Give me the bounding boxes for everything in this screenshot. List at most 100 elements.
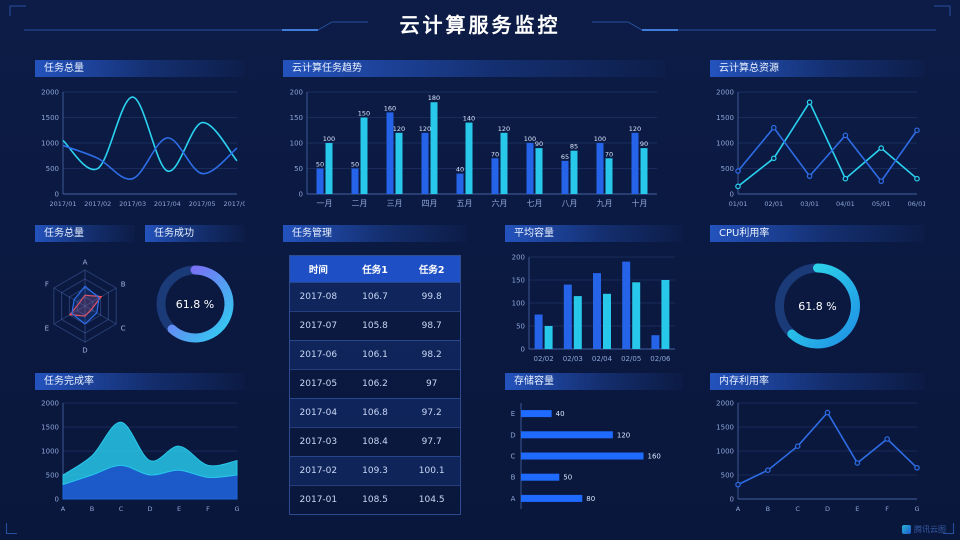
table-cell: 106.8 <box>362 408 388 418</box>
table-header-cell: 任务1 <box>362 265 388 276</box>
footer-logo-icon <box>902 525 911 534</box>
total-resources-line-chart: 0 500 1000 1500 2000 01/01 02/01 03/01 04/01 05/0… <box>710 82 925 210</box>
svg-text:1500: 1500 <box>41 114 59 122</box>
svg-text:500: 500 <box>46 165 59 173</box>
table-row: 2017-02 109.3 100.1 <box>290 456 460 485</box>
header: 云计算服务监控 <box>0 0 960 48</box>
svg-text:九月: 九月 <box>597 199 613 208</box>
svg-text:E: E <box>45 325 49 333</box>
table-header-cell: 时间 <box>308 265 328 276</box>
svg-text:0: 0 <box>730 191 734 199</box>
panel-title-storage: 存储容量 <box>505 373 683 390</box>
svg-text:D: D <box>510 431 515 439</box>
svg-text:D: D <box>82 347 87 355</box>
svg-text:0: 0 <box>299 191 303 199</box>
svg-text:120: 120 <box>393 125 405 133</box>
svg-text:140: 140 <box>463 115 475 123</box>
panel-title-radar: 任务总量 <box>35 225 135 242</box>
svg-text:70: 70 <box>605 150 613 158</box>
task-total-line-chart: 0 500 1000 1500 2000 2017/01 2017/02 2017/03 201… <box>35 82 245 210</box>
corner-decoration-bottom-right <box>943 523 954 534</box>
svg-text:50: 50 <box>294 165 303 173</box>
svg-text:一月: 一月 <box>317 199 333 208</box>
panel-title-cpu: CPU利用率 <box>710 225 925 242</box>
svg-text:D: D <box>825 505 830 513</box>
table-cell: 97 <box>425 379 438 389</box>
panel-total-resources: 云计算总资源 0 500 1000 1500 2000 01/01 02/01 03/01 04… <box>710 60 925 210</box>
svg-text:G: G <box>914 505 919 513</box>
svg-text:1500: 1500 <box>716 424 734 432</box>
storage-hbar-chart: E 40 D 120 C 160 B 50 A 80 <box>505 395 683 515</box>
panel-title-completion: 任务完成率 <box>35 373 245 390</box>
table-cell: 104.5 <box>418 495 445 505</box>
svg-text:50: 50 <box>316 161 324 169</box>
svg-text:40: 40 <box>556 410 565 418</box>
completion-area-chart: 0 500 1000 1500 2000 A B C D E F G <box>35 393 245 515</box>
svg-text:100: 100 <box>524 135 536 143</box>
svg-text:E: E <box>855 505 859 513</box>
svg-text:五月: 五月 <box>457 199 473 208</box>
table-cell: 99.8 <box>421 292 442 302</box>
svg-text:150: 150 <box>290 114 303 122</box>
svg-text:50: 50 <box>351 161 359 169</box>
svg-text:02/06: 02/06 <box>650 355 671 363</box>
svg-text:十月: 十月 <box>632 198 648 208</box>
svg-text:C: C <box>121 325 126 333</box>
svg-text:2017/02: 2017/02 <box>84 200 111 208</box>
svg-text:0: 0 <box>55 496 59 504</box>
svg-text:2000: 2000 <box>41 89 59 97</box>
svg-text:F: F <box>45 281 49 289</box>
svg-text:2017/05: 2017/05 <box>189 200 216 208</box>
svg-text:C: C <box>511 453 516 461</box>
table-row: 2017-03 108.4 97.7 <box>290 427 460 456</box>
panel-title-success: 任务成功 <box>145 225 245 242</box>
success-donut-chart <box>145 243 245 365</box>
page-title: 云计算服务监控 <box>399 13 561 37</box>
table-cell: 109.3 <box>362 466 388 476</box>
header-decoration-lines <box>9 5 951 31</box>
svg-text:01/01: 01/01 <box>729 200 748 208</box>
svg-text:三月: 三月 <box>387 199 403 208</box>
svg-text:04/01: 04/01 <box>836 200 855 208</box>
avg-capacity-bar-chart: 0 50 100 150 200 02/02 02/03 02/04 02/05 02/06 <box>505 247 683 365</box>
svg-text:F: F <box>206 505 210 513</box>
svg-text:06/01: 06/01 <box>908 200 925 208</box>
panel-radar: 任务总量 A B C D E F <box>35 225 135 365</box>
svg-text:80: 80 <box>586 495 595 503</box>
panel-title-avg-capacity: 平均容量 <box>505 225 683 242</box>
svg-text:02/03: 02/03 <box>563 355 583 363</box>
svg-text:150: 150 <box>358 110 370 118</box>
svg-text:160: 160 <box>384 104 396 112</box>
svg-text:1500: 1500 <box>716 114 734 122</box>
svg-text:1000: 1000 <box>716 140 734 148</box>
svg-text:B: B <box>121 281 126 289</box>
table-cell: 108.4 <box>362 437 388 447</box>
svg-text:2017/01: 2017/01 <box>49 200 76 208</box>
svg-text:C: C <box>795 505 800 513</box>
svg-text:2000: 2000 <box>41 400 59 408</box>
table-cell: 106.1 <box>362 350 388 360</box>
table-row: 2017-07 105.8 98.7 <box>290 311 460 340</box>
svg-text:2000: 2000 <box>716 400 734 408</box>
panel-memory: 内存利用率 0 500 1000 1500 2000 A B C D E F G <box>710 373 925 515</box>
panel-cpu: CPU利用率 61.8 % <box>710 225 925 365</box>
svg-text:B: B <box>511 474 516 482</box>
svg-text:1000: 1000 <box>41 140 59 148</box>
svg-text:2000: 2000 <box>716 89 734 97</box>
svg-text:120: 120 <box>419 125 431 133</box>
table-cell: 97.7 <box>421 437 442 447</box>
svg-text:90: 90 <box>640 140 648 148</box>
table-cell: 2017-01 <box>299 495 338 505</box>
svg-text:2017/06: 2017/06 <box>223 200 245 208</box>
svg-text:1000: 1000 <box>41 448 59 456</box>
panel-title-trend: 云计算任务趋势 <box>283 60 665 77</box>
svg-text:A: A <box>736 505 741 513</box>
svg-text:05/01: 05/01 <box>872 200 891 208</box>
svg-text:500: 500 <box>721 165 734 173</box>
svg-text:G: G <box>234 505 239 513</box>
svg-text:02/04: 02/04 <box>592 355 613 363</box>
svg-text:四月: 四月 <box>422 199 438 208</box>
table-row: 2017-04 106.8 97.2 <box>290 398 460 427</box>
footer-logo: 腾讯云图 <box>902 524 946 535</box>
svg-text:02/05: 02/05 <box>621 355 641 363</box>
